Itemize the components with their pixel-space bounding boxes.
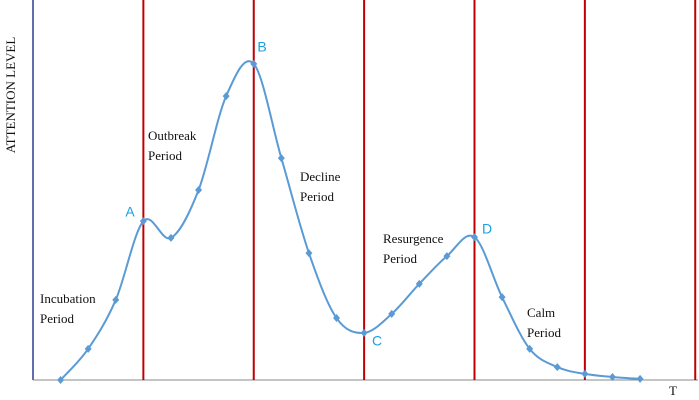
period-label: Period [40, 311, 74, 326]
period-label: Resurgence [383, 231, 444, 246]
marker [553, 363, 561, 372]
marker [333, 314, 341, 323]
period-label: Calm [527, 305, 555, 320]
marker [112, 295, 120, 304]
marker [415, 279, 423, 288]
y-axis-label: ATTENTION LEVEL [3, 37, 18, 154]
marker [277, 154, 285, 163]
point-label: C [372, 333, 382, 349]
marker [57, 376, 65, 384]
period-label: Period [383, 251, 417, 266]
marker [498, 293, 506, 302]
marker [443, 252, 451, 261]
period-label: Period [148, 148, 182, 163]
marker [388, 309, 396, 318]
period-label: Incubation [40, 291, 96, 306]
marker [470, 233, 478, 242]
marker [305, 249, 313, 258]
marker [250, 59, 258, 68]
marker [139, 217, 147, 226]
period-label: Period [300, 189, 334, 204]
period-label: Decline [300, 169, 341, 184]
marker [526, 344, 534, 353]
period-label: Period [527, 325, 561, 340]
point-label: A [125, 204, 135, 220]
point-label: D [482, 221, 492, 237]
period-label: Outbreak [148, 128, 197, 143]
marker [360, 328, 368, 337]
marker [222, 92, 230, 101]
marker [195, 186, 203, 194]
marker [581, 369, 589, 378]
marker [636, 374, 644, 383]
marker [608, 372, 616, 381]
point-label: B [257, 39, 266, 55]
x-axis-label: T [669, 383, 677, 398]
marker [167, 233, 175, 242]
marker [84, 344, 92, 353]
